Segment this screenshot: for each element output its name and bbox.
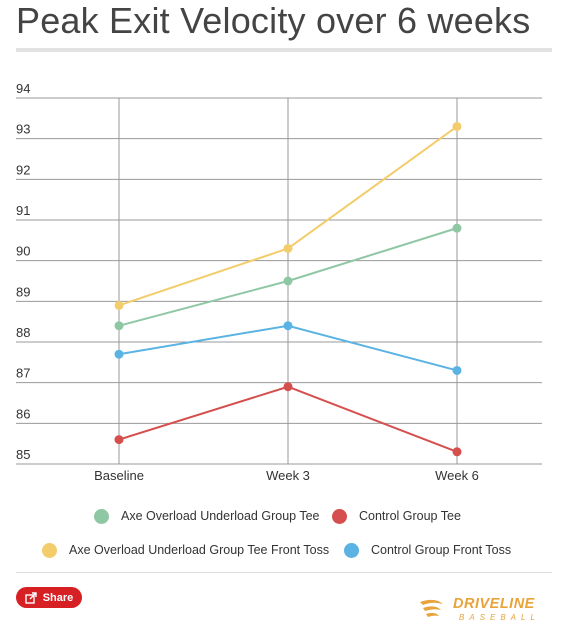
data-point	[283, 276, 293, 286]
data-point	[114, 349, 124, 359]
legend-item-control-front-toss[interactable]: Control Group Front Toss	[344, 540, 511, 560]
legend-label: Control Group Tee	[359, 509, 461, 523]
y-tick-label: 93	[16, 122, 30, 137]
share-icon	[25, 591, 37, 604]
legend-label: Control Group Front Toss	[371, 543, 512, 557]
logo-mark-icon	[420, 599, 443, 617]
logo-text: DRIVELINE	[453, 596, 535, 612]
data-point	[114, 300, 124, 310]
legend-swatch	[94, 508, 109, 524]
data-point	[283, 382, 293, 392]
y-tick-label: 87	[16, 366, 30, 381]
x-tick-label: Baseline	[94, 468, 144, 483]
chart-title: Peak Exit Velocity over 6 weeks	[16, 0, 531, 41]
title-divider	[16, 48, 552, 52]
y-tick-label: 94	[16, 81, 30, 96]
x-tick-label: Week 6	[435, 468, 479, 483]
legend-item-control-tee[interactable]: Control Group Tee	[332, 506, 461, 526]
data-point	[114, 321, 124, 331]
legend-label: Axe Overload Underload Group Tee	[121, 509, 320, 523]
share-button[interactable]: Share	[16, 587, 82, 608]
data-point	[452, 121, 462, 131]
legend-swatch	[332, 508, 347, 524]
legend-item-axe-front-toss[interactable]: Axe Overload Underload Group Tee Front T…	[42, 540, 329, 560]
data-point	[283, 321, 293, 331]
legend-item-axe-tee[interactable]: Axe Overload Underload Group Tee	[94, 506, 320, 526]
x-tick-label: Week 3	[266, 468, 310, 483]
data-point	[452, 447, 462, 457]
footer-divider	[16, 572, 552, 573]
data-point	[452, 223, 462, 233]
y-tick-label: 89	[16, 284, 30, 299]
y-tick-label: 90	[16, 244, 30, 259]
driveline-logo: DRIVELINE BASEBALL	[417, 596, 539, 626]
y-tick-label: 91	[16, 203, 30, 218]
legend-swatch	[42, 542, 57, 558]
y-tick-label: 86	[16, 406, 30, 421]
y-tick-label: 92	[16, 162, 30, 177]
y-tick-label: 85	[16, 447, 30, 462]
logo-subtext: BASEBALL	[459, 613, 540, 622]
data-point	[114, 435, 124, 445]
data-point	[283, 243, 293, 253]
legend-label: Axe Overload Underload Group Tee Front T…	[69, 543, 330, 557]
y-tick-label: 88	[16, 325, 30, 340]
share-label: Share	[42, 591, 74, 604]
line-chart: 85 86 87 88 89 90 91 92 93 94 Baseline Week 3 Week 6	[16, 81, 542, 483]
data-point	[452, 365, 462, 375]
legend-swatch	[344, 542, 359, 558]
